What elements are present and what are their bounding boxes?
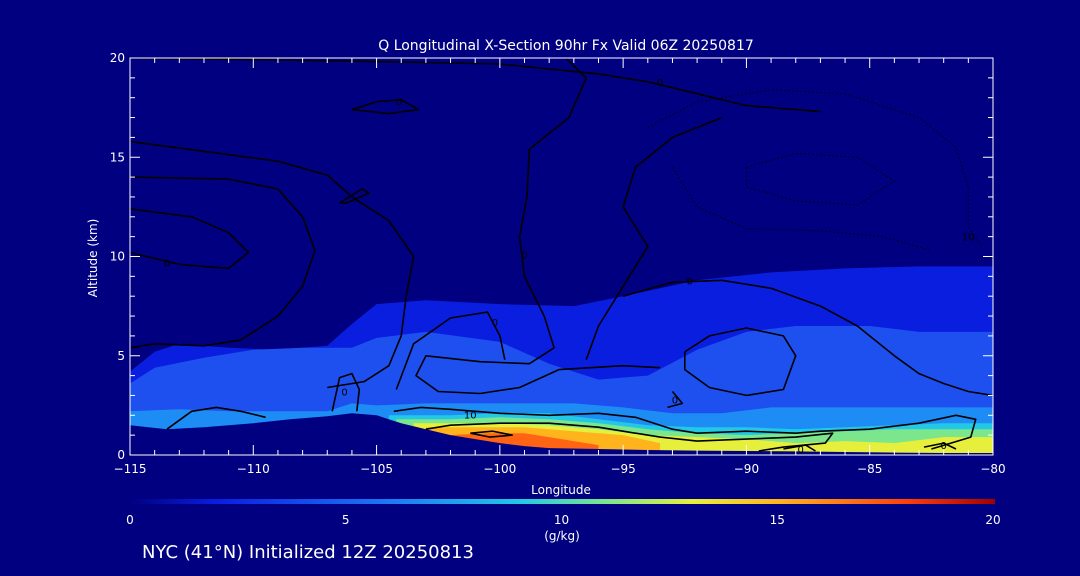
contour-line-18 bbox=[923, 442, 957, 450]
contour-line-0 bbox=[130, 58, 821, 113]
contour-line-11 bbox=[166, 406, 266, 430]
contour-label-18: 0 bbox=[941, 441, 947, 452]
chart-title: Q Longitudinal X-Section 90hr Fx Valid 0… bbox=[378, 38, 754, 54]
contour-label-12: 0 bbox=[341, 388, 347, 399]
dotted-contour-line-0 bbox=[647, 89, 982, 245]
contour-line-15 bbox=[425, 422, 834, 452]
dotted-contour-line-1 bbox=[745, 152, 896, 206]
contour-line-1 bbox=[585, 116, 723, 360]
colorbar-tick-label: 5 bbox=[342, 513, 350, 527]
contour-label-0: 0 bbox=[657, 78, 663, 89]
y-tick-label: 15 bbox=[110, 150, 125, 164]
contour-line-6 bbox=[130, 208, 250, 270]
colorbar-label: (g/kg) bbox=[544, 529, 580, 543]
contour-line-3 bbox=[339, 188, 371, 204]
contour-line-9 bbox=[622, 279, 993, 397]
colorbar-tick-label: 0 bbox=[126, 513, 134, 527]
x-tick-label: −100 bbox=[483, 462, 516, 476]
colorbar-tick-label: 10 bbox=[554, 513, 569, 527]
contour-line-17 bbox=[783, 444, 816, 452]
contour-label-8: 0 bbox=[492, 318, 498, 329]
terrain-mask bbox=[130, 413, 993, 455]
dotted-contour-line-2 bbox=[672, 166, 932, 251]
x-tick-label: −90 bbox=[734, 462, 759, 476]
x-tick-label: −95 bbox=[610, 462, 635, 476]
contour-label-19: 10 bbox=[962, 233, 975, 244]
contour-line-4 bbox=[130, 140, 415, 389]
contour-layer bbox=[130, 58, 993, 452]
contour-line-13 bbox=[667, 390, 684, 409]
colorbar-ticks: 0 5 10 15 20 bbox=[126, 513, 1000, 527]
contour-line-16 bbox=[470, 430, 514, 438]
x-axis: −115 −110 −105 −100 −95 −90 −85 −80 bbox=[114, 58, 1006, 476]
init-footer: NYC (41°N) Initialized 12Z 20250813 bbox=[142, 542, 474, 563]
contour-label-14: 10 bbox=[464, 410, 477, 421]
x-tick-label: −115 bbox=[114, 462, 147, 476]
y-axis-label: Altitude (km) bbox=[86, 219, 100, 298]
contour-line-14 bbox=[393, 406, 977, 450]
x-tick-label: −105 bbox=[360, 462, 393, 476]
contour-label-13: 0 bbox=[672, 395, 678, 406]
colorbar-tick-label: 15 bbox=[770, 513, 785, 527]
x-tick-label: −80 bbox=[980, 462, 1005, 476]
x-tick-label: −85 bbox=[857, 462, 882, 476]
x-axis-label: Longitude bbox=[531, 483, 591, 497]
contour-label-5: 0 bbox=[164, 259, 170, 270]
contour-label-7: 0 bbox=[521, 251, 527, 262]
contour-line-12 bbox=[331, 372, 361, 412]
y-tick-label: 5 bbox=[117, 349, 125, 363]
contour-label-2: 0 bbox=[396, 98, 402, 109]
contour-line-7 bbox=[415, 58, 661, 395]
contour-line-2 bbox=[351, 98, 420, 115]
y-axis: 0 5 10 15 20 bbox=[110, 51, 993, 462]
contour-labels: 0 0 0 0 0 0 0 0 10 0 0 10 bbox=[164, 78, 975, 456]
contour-line-5 bbox=[130, 176, 316, 349]
contour-label-17: 0 bbox=[798, 445, 804, 456]
contour-line-8 bbox=[395, 311, 506, 390]
x-tick-label: −110 bbox=[237, 462, 270, 476]
y-tick-label: 10 bbox=[110, 250, 125, 264]
y-tick-label: 0 bbox=[117, 448, 125, 462]
terrain-layer bbox=[130, 413, 993, 455]
colorbar-tick-label: 20 bbox=[985, 513, 1000, 527]
contour-label-9: 0 bbox=[687, 276, 693, 287]
y-tick-label: 20 bbox=[110, 51, 125, 65]
contour-line-10 bbox=[683, 327, 797, 397]
colorbar bbox=[130, 499, 995, 504]
